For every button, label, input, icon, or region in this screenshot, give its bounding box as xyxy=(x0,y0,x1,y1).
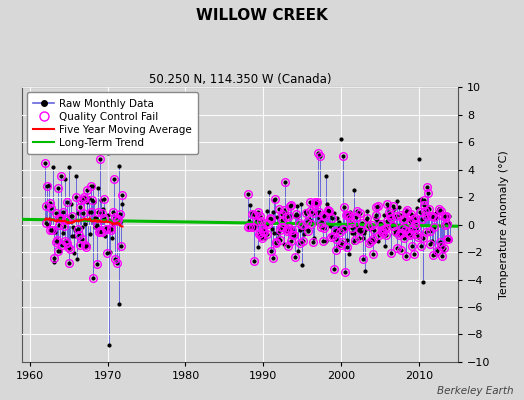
Legend: Raw Monthly Data, Quality Control Fail, Five Year Moving Average, Long-Term Tren: Raw Monthly Data, Quality Control Fail, … xyxy=(27,92,198,154)
Title: 50.250 N, 114.350 W (Canada): 50.250 N, 114.350 W (Canada) xyxy=(149,73,331,86)
Text: WILLOW CREEK: WILLOW CREEK xyxy=(196,8,328,23)
Text: Berkeley Earth: Berkeley Earth xyxy=(437,386,514,396)
Y-axis label: Temperature Anomaly (°C): Temperature Anomaly (°C) xyxy=(499,150,509,299)
